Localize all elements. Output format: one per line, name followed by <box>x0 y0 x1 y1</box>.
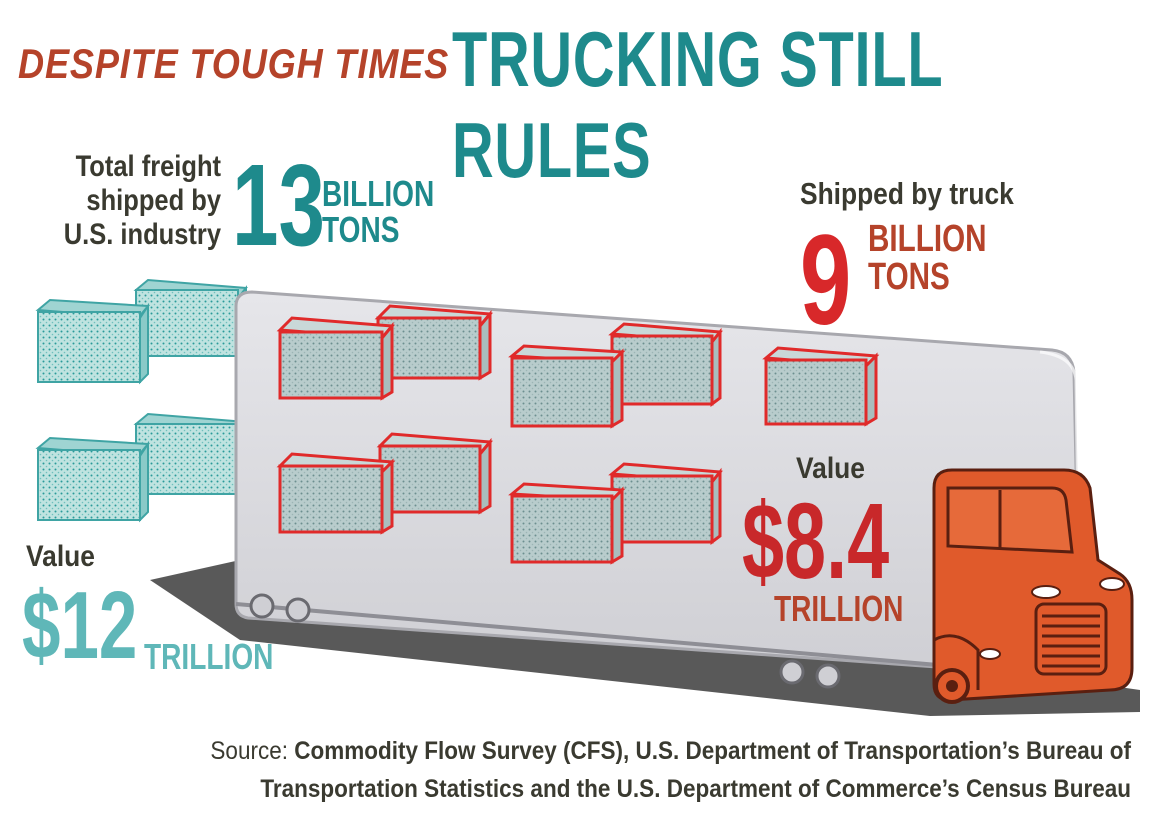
teal-box <box>35 298 151 385</box>
total-freight-unit-line: BILLION <box>322 173 435 214</box>
source-line-1: Commodity Flow Survey (CFS), U.S. Depart… <box>294 737 1131 765</box>
truck-box <box>276 452 396 535</box>
total-freight-label-line: U.S. industry <box>63 218 221 251</box>
total-freight-label-line: shipped by <box>86 184 221 217</box>
freight-boxes-in-truck <box>276 304 880 565</box>
source-note: Source: Commodity Flow Survey (CFS), U.S… <box>177 732 1131 808</box>
truck-freight-unit-line: BILLION <box>868 218 987 260</box>
truck-box <box>508 344 626 429</box>
truck-box <box>762 346 880 427</box>
headline: TRUCKING STILL RULES <box>452 15 943 194</box>
total-freight-label: Total freight shipped by U.S. industry <box>64 150 221 252</box>
truck-box <box>376 432 494 515</box>
teal-box <box>35 436 151 523</box>
truck-box <box>276 316 396 401</box>
teal-box <box>133 278 248 358</box>
truck-cab <box>932 468 1134 704</box>
truck-box <box>608 322 723 407</box>
total-freight-label-line: Total freight <box>75 150 221 183</box>
source-prefix: Source: <box>210 737 288 765</box>
truck-box <box>508 482 626 565</box>
truck-freight-unit-line: TONS <box>868 256 950 298</box>
truck-box <box>608 462 723 545</box>
truck-freight-amount: 9 <box>800 209 852 352</box>
truck-box <box>374 304 494 381</box>
trailer-wheels <box>249 593 841 689</box>
headline-kicker: DESPITE TOUGH TIMES <box>18 40 450 87</box>
truck-value-amount: $8.4 <box>742 480 890 601</box>
total-freight-amount: 13 <box>232 140 325 270</box>
truck-freight-label: Shipped by truck <box>800 176 1014 211</box>
total-freight-unit-line: TONS <box>322 209 400 250</box>
freight-boxes-outside <box>35 278 248 523</box>
total-freight-unit: BILLION TONS <box>322 176 434 248</box>
total-value-label: Value <box>26 540 95 573</box>
total-value-amount: $12 <box>22 572 138 679</box>
total-value-unit: TRILLION <box>144 636 274 677</box>
truck-freight-unit: BILLION TONS <box>868 220 987 296</box>
teal-box <box>133 412 248 496</box>
source-line-2: Transportation Statistics and the U.S. D… <box>260 775 1131 803</box>
truck-value-label: Value <box>796 452 865 485</box>
truck-value-unit: TRILLION <box>774 588 904 629</box>
